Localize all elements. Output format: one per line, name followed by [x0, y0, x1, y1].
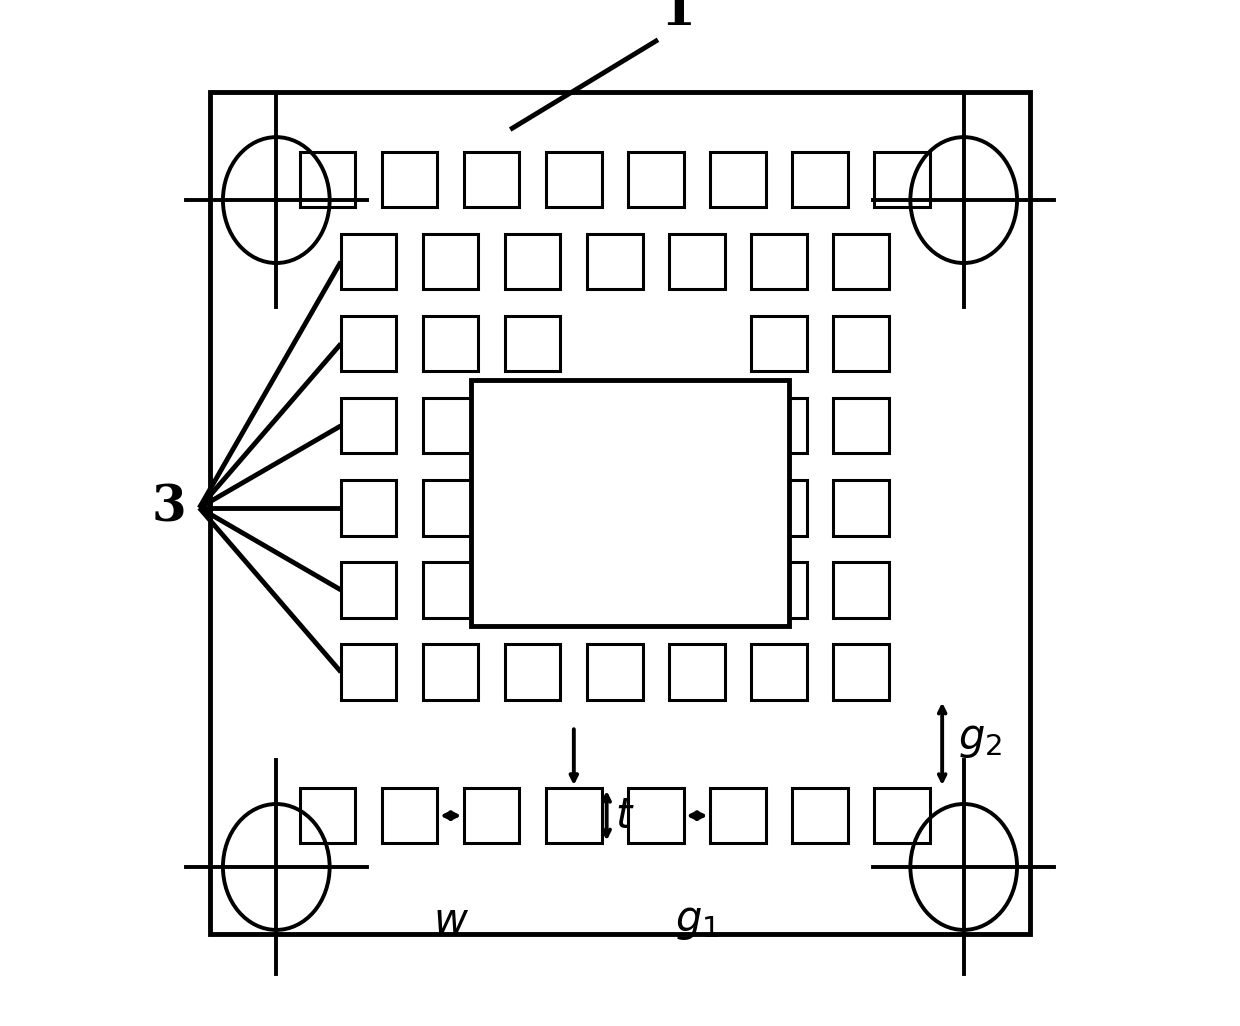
Bar — [874, 788, 930, 843]
Bar — [505, 398, 560, 453]
Bar — [505, 234, 560, 289]
Text: $t$: $t$ — [615, 795, 635, 836]
Bar — [751, 316, 807, 371]
Bar — [833, 480, 889, 536]
Bar — [588, 234, 642, 289]
Bar — [423, 480, 479, 536]
Bar — [751, 234, 807, 289]
Bar — [505, 316, 560, 371]
Bar — [300, 152, 356, 207]
Bar — [341, 480, 397, 536]
Bar — [833, 398, 889, 453]
FancyBboxPatch shape — [210, 92, 1030, 934]
Bar — [670, 644, 724, 700]
Bar — [423, 644, 479, 700]
Bar — [833, 316, 889, 371]
Bar — [300, 788, 356, 843]
Bar — [505, 480, 560, 536]
Bar — [629, 152, 683, 207]
Bar — [471, 380, 790, 626]
Bar — [751, 562, 807, 618]
Bar — [423, 316, 479, 371]
Bar — [792, 788, 848, 843]
Text: 1: 1 — [661, 0, 696, 36]
Bar — [546, 152, 601, 207]
Bar — [588, 644, 642, 700]
Bar — [464, 788, 520, 843]
Bar — [874, 152, 930, 207]
Bar — [341, 644, 397, 700]
Bar — [711, 152, 765, 207]
Bar — [382, 152, 438, 207]
Bar — [629, 788, 683, 843]
Bar — [711, 788, 765, 843]
Bar — [751, 480, 807, 536]
Bar — [341, 562, 397, 618]
Bar — [505, 644, 560, 700]
Bar — [546, 788, 601, 843]
Text: $w$: $w$ — [433, 900, 469, 942]
Bar — [423, 562, 479, 618]
Bar — [833, 234, 889, 289]
Text: $g_1$: $g_1$ — [675, 900, 719, 942]
Bar — [423, 234, 479, 289]
Bar — [341, 316, 397, 371]
Bar — [341, 398, 397, 453]
Text: $g_2$: $g_2$ — [957, 718, 1002, 759]
Text: 3: 3 — [151, 483, 186, 532]
Bar — [464, 152, 520, 207]
Bar — [833, 562, 889, 618]
Bar — [423, 398, 479, 453]
Bar — [341, 234, 397, 289]
Bar — [792, 152, 848, 207]
Bar — [833, 644, 889, 700]
Bar — [751, 644, 807, 700]
Bar — [505, 562, 560, 618]
Bar — [751, 398, 807, 453]
Bar — [670, 234, 724, 289]
Bar — [382, 788, 438, 843]
